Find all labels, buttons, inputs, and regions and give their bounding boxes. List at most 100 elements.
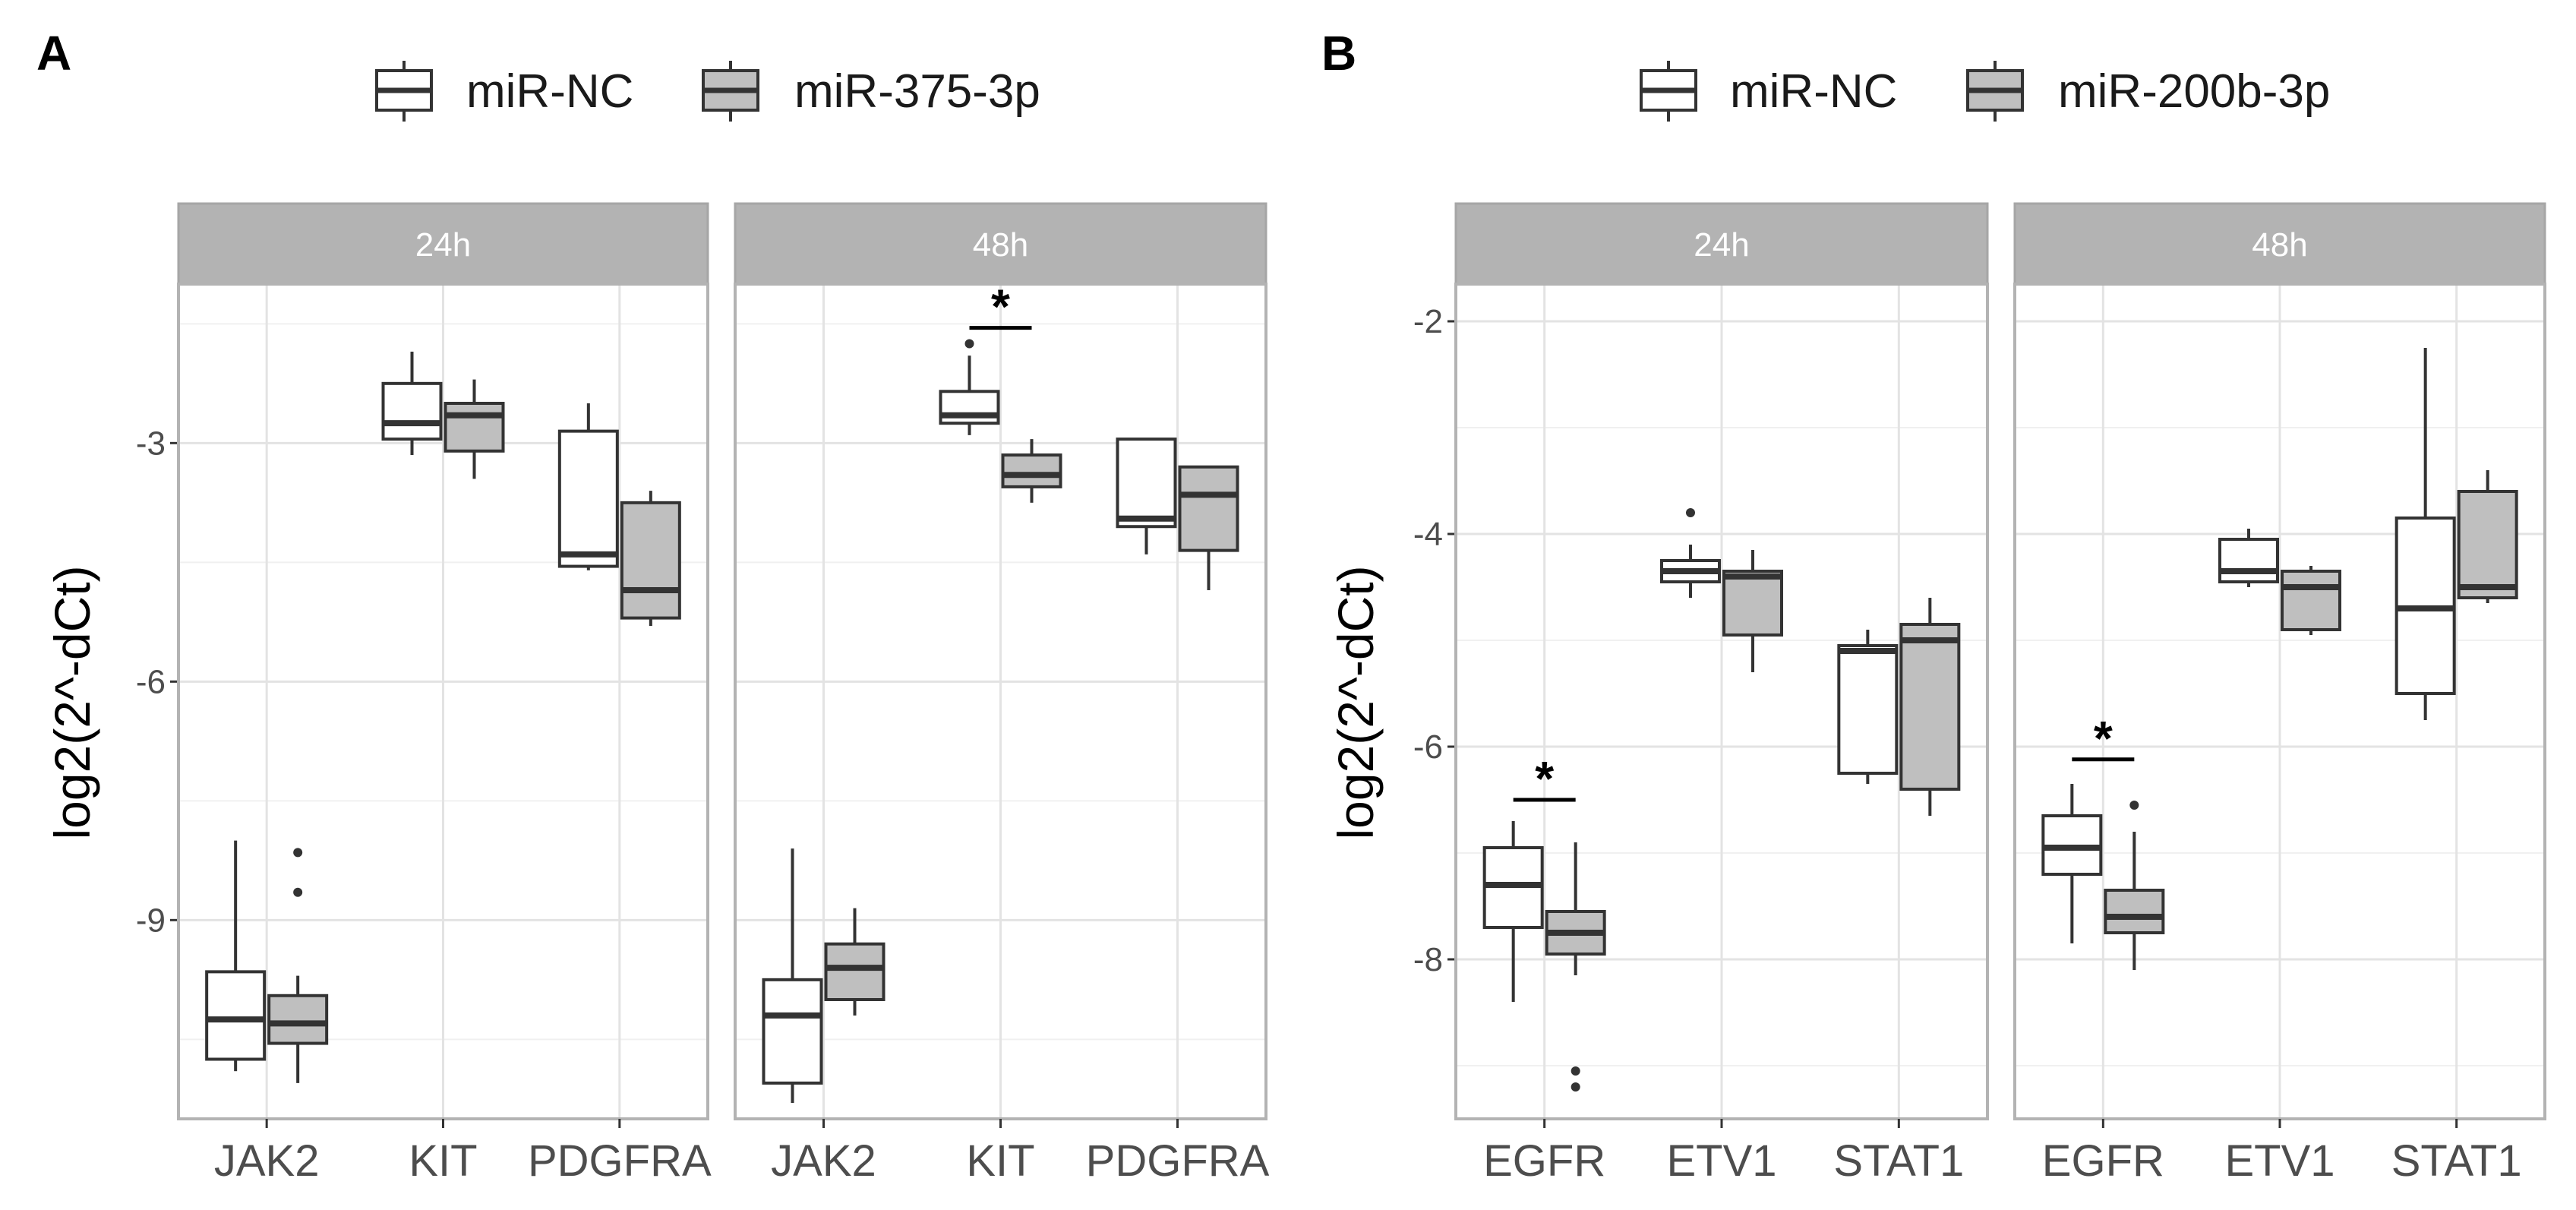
box-iqr xyxy=(381,381,443,441)
panel-a: A miR-NC miR-375-3p log2(2^-dCt) -3-6-9 … xyxy=(36,26,1270,1186)
significance-star: * xyxy=(2094,711,2113,766)
box-kit-mir-375-3p xyxy=(1001,439,1062,503)
box-stat1-mir-nc xyxy=(2394,348,2456,720)
panel-b-legend: miR-NC miR-200b-3p xyxy=(1640,61,2330,122)
panel-b-y-ticks: -2 -4 -6 -8 xyxy=(1413,303,1455,978)
box-jak2-mir-375-3p xyxy=(267,848,329,1083)
x-tick-label-jak2: JAK2 xyxy=(771,1136,876,1186)
outlier-point xyxy=(293,887,303,897)
box-iqr xyxy=(1116,438,1177,529)
panel-a-y-axis-label: log2(2^-dCt) xyxy=(44,565,100,839)
legend-b-key-mir200b xyxy=(1966,61,2024,122)
panel-a-y-ticks: -3 -6 -9 xyxy=(136,425,178,939)
box-stat1-mir-200b-3p xyxy=(1899,598,1961,816)
outlier-point xyxy=(964,339,974,349)
box-iqr xyxy=(1001,453,1062,488)
facet-strip-label: 48h xyxy=(973,226,1028,264)
box-iqr xyxy=(2218,538,2279,583)
x-tick-label-pdgfra: PDGFRA xyxy=(1086,1136,1270,1186)
outlier-point xyxy=(2129,801,2139,810)
box-iqr xyxy=(267,994,329,1045)
box-iqr xyxy=(2104,889,2165,934)
box-egfr-mir-200b-3p xyxy=(1545,842,1606,1092)
box-pdgfra-mir-375-3p xyxy=(1178,465,1239,590)
box-egfr-mir-nc xyxy=(1482,821,1544,1002)
facet-strip-label: 24h xyxy=(415,226,471,264)
box-iqr xyxy=(1178,465,1239,552)
x-tick-label-etv1: ETV1 xyxy=(2224,1136,2334,1186)
box-jak2-mir-nc xyxy=(205,840,267,1072)
legend-a-key-mirnc xyxy=(375,61,433,122)
x-tick-label-egfr: EGFR xyxy=(1483,1136,1605,1186)
x-tick-label-stat1: STAT1 xyxy=(1833,1136,1964,1186)
facet-strip-label: 24h xyxy=(1694,226,1749,264)
box-stat1-mir-200b-3p xyxy=(2457,470,2518,603)
panel-a-legend: miR-NC miR-375-3p xyxy=(375,61,1040,122)
y-tick-label: -4 xyxy=(1413,516,1443,553)
box-pdgfra-mir-nc xyxy=(1116,438,1177,554)
y-tick-label: -6 xyxy=(136,663,166,700)
box-iqr xyxy=(2281,570,2341,631)
box-iqr xyxy=(762,978,823,1085)
panel-b-y-axis-label: log2(2^-dCt) xyxy=(1327,565,1384,839)
legend-a-label-mir375: miR-375-3p xyxy=(794,65,1040,118)
box-iqr xyxy=(444,402,505,453)
box-iqr xyxy=(1899,623,1961,791)
significance-star: * xyxy=(1535,751,1554,806)
x-tick-label-kit: KIT xyxy=(966,1136,1034,1186)
panel-b-facet-24h: 24h * EGFR ETV1 STAT1 xyxy=(1454,202,1989,1186)
box-iqr xyxy=(205,970,267,1061)
box-etv1-mir-nc xyxy=(1660,508,1721,598)
legend-a-label-mirnc: miR-NC xyxy=(466,65,633,118)
significance-star: * xyxy=(991,280,1010,334)
outlier-point xyxy=(1686,508,1695,517)
box-iqr xyxy=(1837,644,1899,775)
legend-a-key-mir375 xyxy=(702,61,759,122)
y-tick-label: -9 xyxy=(136,902,166,939)
y-tick-label: -3 xyxy=(136,425,166,462)
panel-b-letter: B xyxy=(1321,26,1356,81)
box-jak2-mir-375-3p xyxy=(824,908,886,1016)
panel-a-facet-24h: 24h JAK2 KIT PDGFRA xyxy=(177,202,712,1186)
outlier-point xyxy=(1571,1066,1580,1076)
box-kit-mir-nc xyxy=(939,339,1000,435)
box-kit-mir-nc xyxy=(381,351,443,456)
box-pdgfra-mir-375-3p xyxy=(620,491,681,627)
box-iqr xyxy=(2457,490,2518,599)
panel-b-facet-48h: 48h * EGFR ETV1 STAT1 xyxy=(2013,202,2546,1186)
x-tick-label-kit: KIT xyxy=(409,1136,477,1186)
panel-b: B miR-NC miR-200b-3p log2(2^-dCt) -2 -4 -6… xyxy=(1321,26,2546,1186)
box-stat1-mir-nc xyxy=(1837,630,1899,784)
facet-strip xyxy=(2013,202,2546,286)
y-tick-label: -6 xyxy=(1413,728,1443,766)
panel-a-letter: A xyxy=(36,26,71,81)
box-iqr xyxy=(620,501,681,620)
x-tick-label-etv1: ETV1 xyxy=(1666,1136,1776,1186)
box-jak2-mir-nc xyxy=(762,848,823,1104)
facet-strip xyxy=(734,202,1267,286)
box-egfr-mir-200b-3p xyxy=(2104,801,2165,970)
box-etv1-mir-200b-3p xyxy=(1722,550,1783,672)
facet-strip xyxy=(1454,202,1989,286)
y-tick-label: -8 xyxy=(1413,941,1443,978)
y-tick-label: -2 xyxy=(1413,303,1443,340)
box-iqr xyxy=(939,390,1000,425)
x-tick-label-pdgfra: PDGFRA xyxy=(528,1136,712,1186)
box-etv1-mir-200b-3p xyxy=(2281,566,2341,635)
outlier-point xyxy=(293,848,303,858)
outlier-point xyxy=(1571,1082,1580,1092)
legend-b-key-mirnc xyxy=(1640,61,1697,122)
box-egfr-mir-nc xyxy=(2041,784,2103,943)
box-kit-mir-375-3p xyxy=(444,379,505,479)
legend-b-label-mir200b: miR-200b-3p xyxy=(2058,65,2330,118)
x-tick-label-egfr: EGFR xyxy=(2042,1136,2164,1186)
panel-a-facet-48h: 48h * JAK2 KIT PDGFRA xyxy=(734,202,1270,1186)
box-etv1-mir-nc xyxy=(2218,529,2279,587)
x-tick-label-stat1: STAT1 xyxy=(2391,1136,2522,1186)
facet-strip-label: 48h xyxy=(2252,226,2307,264)
box-iqr xyxy=(557,429,619,568)
box-pdgfra-mir-nc xyxy=(557,403,619,570)
x-tick-label-jak2: JAK2 xyxy=(214,1136,320,1186)
legend-b-label-mirnc: miR-NC xyxy=(1730,65,1897,118)
